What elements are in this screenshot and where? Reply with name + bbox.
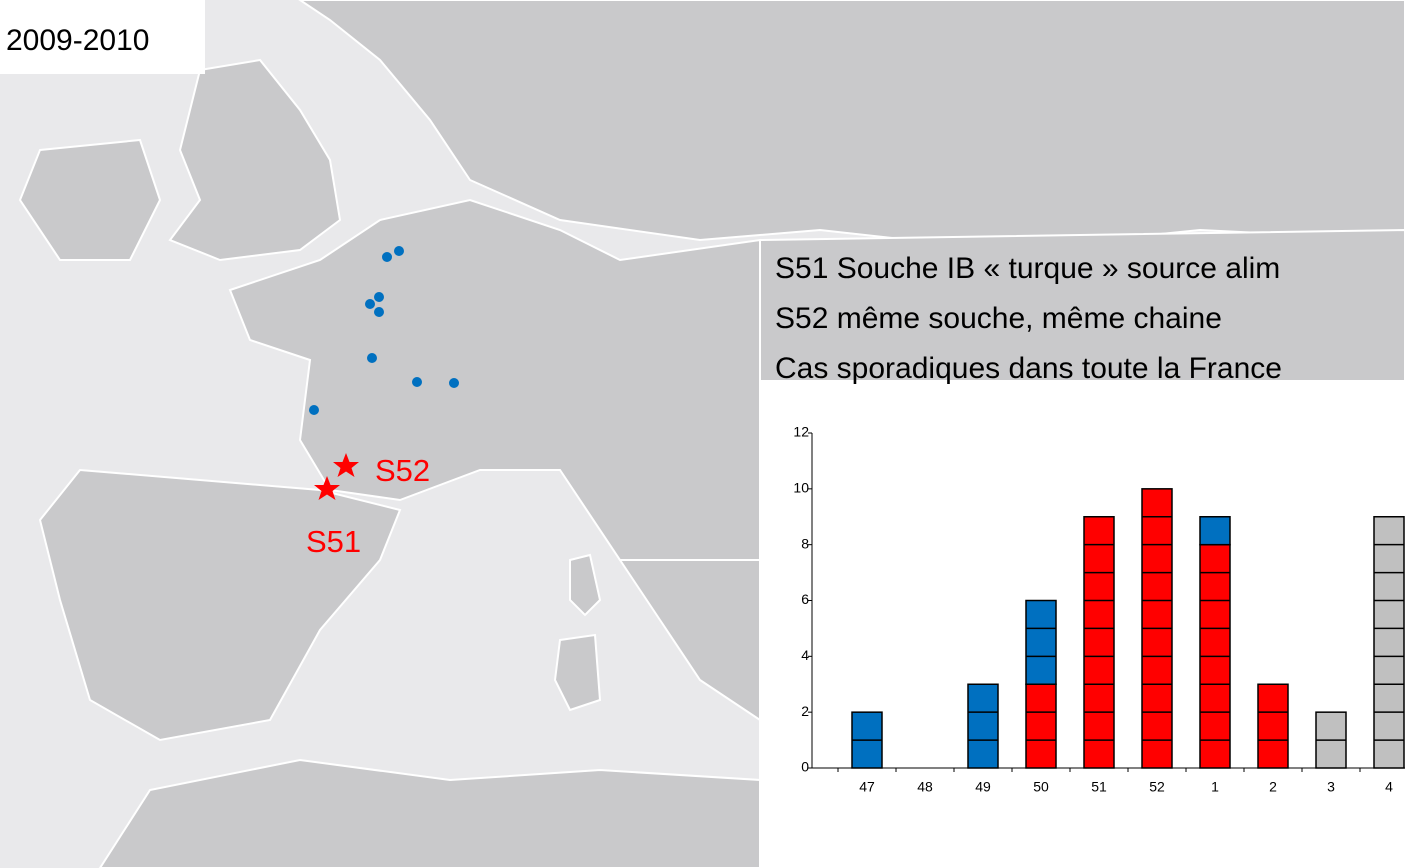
x-tick-label: 50	[1033, 779, 1049, 795]
map-label: S51	[306, 524, 361, 559]
case-dot	[382, 252, 392, 262]
x-tick-label: 47	[859, 779, 875, 795]
y-tick-label: 2	[801, 703, 809, 719]
case-dot	[367, 353, 377, 363]
case-dot	[365, 299, 375, 309]
case-dot	[394, 246, 404, 256]
y-tick-label: 10	[793, 480, 809, 496]
annotation: Cas sporadiques dans toute la France	[775, 352, 1282, 385]
bar-segment	[1083, 516, 1115, 769]
land-italy	[618, 559, 761, 722]
land-ireland	[18, 138, 162, 261]
x-tick-label: 4	[1385, 779, 1393, 795]
annotation: S51 Souche IB « turque » source alim	[775, 252, 1280, 285]
title-background	[0, 0, 205, 74]
x-tick-label: 48	[917, 779, 933, 795]
case-dot	[374, 292, 384, 302]
x-tick-label: 52	[1149, 779, 1165, 795]
x-tick-label: 49	[975, 779, 991, 795]
x-tick-label: 51	[1091, 779, 1107, 795]
star-s52	[333, 453, 359, 477]
y-tick-label: 4	[801, 647, 809, 663]
bar-segment	[1257, 683, 1289, 769]
case-dot	[412, 377, 422, 387]
x-tick-label: 2	[1269, 779, 1277, 795]
bar-segment	[1373, 516, 1405, 769]
bar-segment	[1025, 599, 1057, 685]
case-dots	[309, 246, 459, 415]
map-label: S52	[375, 453, 430, 488]
land-sardinia	[553, 633, 602, 712]
land-iberia	[38, 468, 402, 742]
star-s51	[314, 476, 340, 500]
land-corsica	[569, 553, 602, 617]
chart-background	[760, 380, 1405, 868]
land-uk	[168, 58, 342, 262]
case-dot	[309, 405, 319, 415]
chart-title: 2009-2010	[6, 24, 149, 57]
bar-segment	[1025, 683, 1057, 769]
y-tick-label: 12	[793, 424, 809, 440]
land-north	[298, 0, 1405, 252]
outbreak-stars	[314, 453, 359, 500]
x-tick-label: 1	[1211, 779, 1219, 795]
bar-segment	[1199, 516, 1231, 546]
y-tick-label: 6	[801, 591, 809, 607]
x-tick-label: 3	[1327, 779, 1335, 795]
case-dot	[449, 378, 459, 388]
annotation: S52 même souche, même chaine	[775, 302, 1222, 335]
y-tick-label: 8	[801, 535, 809, 551]
y-tick-label: 0	[801, 759, 809, 775]
bar-segment	[967, 683, 999, 769]
case-dot	[374, 307, 384, 317]
